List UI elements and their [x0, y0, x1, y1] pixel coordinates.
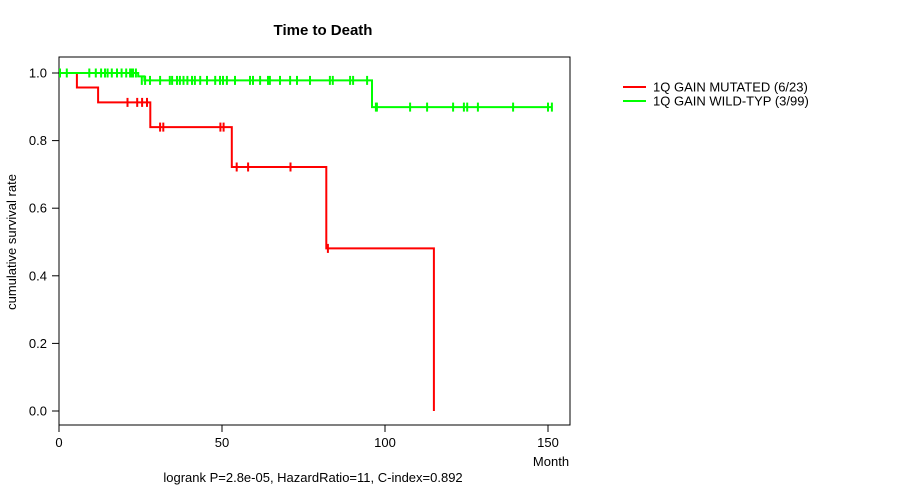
x-tick-label: 0 — [55, 435, 62, 450]
y-tick-label: 0.4 — [29, 268, 47, 283]
legend-label-wildtype: 1Q GAIN WILD-TYP (3/99) — [653, 94, 809, 109]
x-tick-label: 150 — [537, 435, 559, 450]
y-tick-label: 0.8 — [29, 133, 47, 148]
plot-area: 0 50 100 150 0.0 0.2 0.4 0.6 0.8 1.0 — [29, 56, 571, 450]
x-tick-label: 50 — [215, 435, 229, 450]
y-tick-label: 0.6 — [29, 201, 47, 216]
y-tick-label: 0.0 — [29, 404, 47, 419]
y-axis-label: cumulative survival rate — [4, 174, 19, 310]
x-axis-label: Month — [533, 454, 569, 469]
y-tick-label: 1.0 — [29, 66, 47, 81]
x-tick-label: 100 — [374, 435, 396, 450]
legend-label-mutated: 1Q GAIN MUTATED (6/23) — [653, 80, 808, 95]
survival-curve — [59, 72, 435, 411]
legend: 1Q GAIN MUTATED (6/23) 1Q GAIN WILD-TYP … — [623, 80, 809, 109]
y-tick-label: 0.2 — [29, 336, 47, 351]
stats-footer: logrank P=2.8e-05, HazardRatio=11, C-ind… — [163, 470, 462, 485]
chart-title: Time to Death — [274, 22, 373, 39]
plot-border — [58, 56, 571, 426]
